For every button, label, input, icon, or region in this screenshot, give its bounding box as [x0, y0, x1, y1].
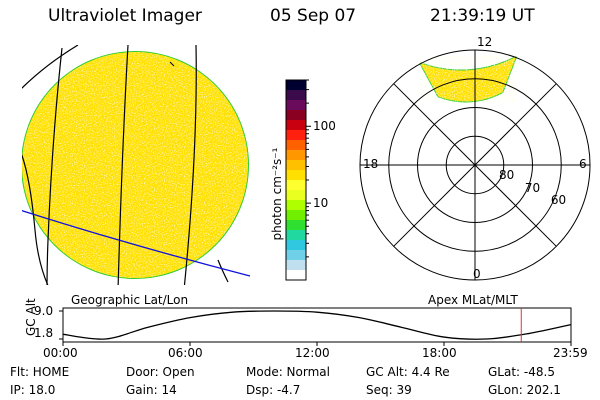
mlt-label: 6	[579, 157, 587, 171]
colorbar-swatch	[286, 250, 306, 261]
map-tick-mark	[169, 61, 175, 67]
altitude-curve	[62, 310, 572, 340]
time-label: 21:39:19 UT	[430, 6, 535, 26]
colorbar-swatch	[286, 230, 306, 241]
mlt-label: 18	[363, 157, 379, 171]
info-gain: Gain: 14	[126, 383, 177, 397]
mlt-label: 0	[473, 267, 481, 281]
lat-lon-grid	[22, 45, 229, 285]
colorbar-swatch	[286, 260, 306, 271]
terminator-line	[22, 209, 251, 277]
mlt-spoke	[393, 83, 476, 166]
colorbar-swatch	[286, 90, 306, 101]
colorbar-swatch	[286, 150, 306, 161]
xtick-label: 06:00	[168, 346, 203, 360]
colorbar-swatch	[286, 220, 306, 231]
xtick-label: 18:00	[422, 346, 457, 360]
colorbar-swatch	[286, 160, 306, 171]
colorbar-swatch	[286, 240, 306, 251]
polar-map	[359, 49, 591, 281]
mlt-spoke	[393, 164, 476, 247]
xtick-label: 12:00	[295, 346, 330, 360]
info-seq: Seq: 39	[366, 383, 412, 397]
mlat-label: 80	[498, 168, 515, 183]
geographic-map	[22, 45, 251, 285]
colorbar-swatch	[286, 140, 306, 151]
info-gc-alt: GC Alt: 4.4 Re	[366, 365, 450, 379]
info-door: Door: Open	[126, 365, 195, 379]
colorbar-swatch	[286, 130, 306, 141]
colorbar-swatch	[286, 190, 306, 201]
info-glon: GLon: 202.1	[488, 383, 561, 397]
geographic-label: Geographic Lat/Lon	[71, 293, 189, 307]
apex-label: Apex MLat/MLT	[428, 293, 518, 307]
instrument-title: Ultraviolet Imager	[48, 6, 202, 26]
mlt-label: 12	[477, 35, 493, 49]
timeline-frame	[62, 307, 572, 343]
colorbar-swatch	[286, 210, 306, 221]
mlt-spoke	[474, 83, 557, 166]
ytick-bottom: 1.8	[34, 326, 54, 340]
info-glat: GLat: -48.5	[488, 365, 555, 379]
colorbar-swatch	[286, 100, 306, 111]
mlat-label: 60	[550, 193, 567, 208]
colorbar-swatch	[286, 80, 306, 91]
mlat-label: 70	[524, 180, 541, 195]
colorbar-swatch	[286, 200, 306, 211]
colorbar-swatch	[286, 110, 306, 121]
colorbar	[285, 79, 307, 281]
ytick-top: 9.0	[34, 304, 54, 318]
colorbar-swatch	[286, 270, 306, 281]
colorbar-swatch	[286, 170, 306, 181]
mlt-spoke	[474, 164, 557, 247]
xtick-label: 23:59	[553, 346, 588, 360]
info-mode: Mode: Normal	[246, 365, 330, 379]
colorbar-swatch	[286, 180, 306, 191]
date-label: 05 Sep 07	[270, 6, 357, 26]
colorbar-label: photon cm⁻²s⁻¹	[270, 147, 284, 241]
info-dsp: Dsp: -4.7	[246, 383, 301, 397]
colorbar-tick-label: 10	[313, 196, 329, 211]
polar-grid	[359, 49, 591, 281]
colorbar-ticks	[306, 79, 311, 258]
colorbar-tick-label: 100	[313, 119, 336, 134]
altitude-timeline	[59, 307, 572, 346]
info-flt: Flt: HOME	[10, 365, 70, 379]
xtick-label: 00:00	[43, 346, 78, 360]
colorbar-swatch	[286, 120, 306, 131]
info-ip: IP: 18.0	[10, 383, 56, 397]
